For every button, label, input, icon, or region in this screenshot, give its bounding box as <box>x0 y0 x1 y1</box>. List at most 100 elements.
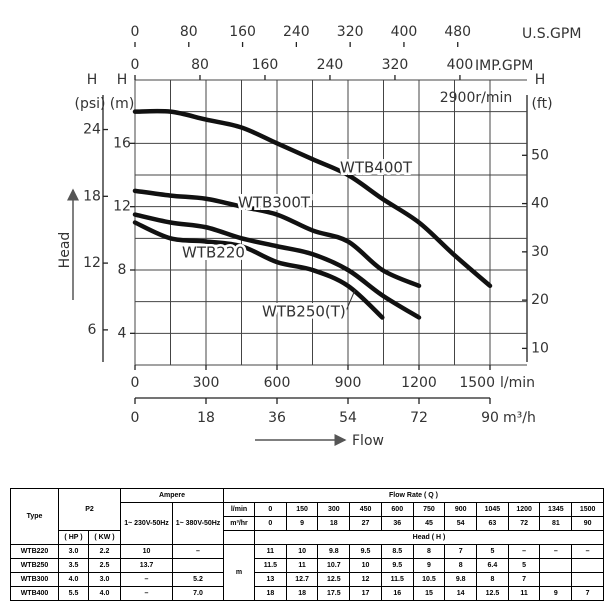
series-label: WTB300T <box>238 194 311 212</box>
grid <box>134 79 527 366</box>
table-cell: 5.5 <box>58 586 89 601</box>
m3h-tick-label: 18 <box>197 410 215 426</box>
header-cell: Flow Rate ( Q ) <box>223 488 604 503</box>
series-label: WTB220 <box>182 244 245 262</box>
ft-axis-top: H <box>535 72 546 88</box>
usgpm-tick-label: 400 <box>391 24 418 40</box>
header-cell: P2 <box>58 488 121 531</box>
table-cell: 900 <box>444 502 478 517</box>
table-cell: 1045 <box>476 502 509 517</box>
psi-tick-label: 12 <box>83 255 101 271</box>
table-cell: 16 <box>380 586 414 601</box>
table-cell: 5 <box>476 544 509 559</box>
table-cell: 11 <box>285 558 319 573</box>
table-cell: m <box>223 544 256 601</box>
table-cell: 7 <box>571 586 604 601</box>
header-cell: ( HP ) <box>58 530 89 545</box>
ft-axis-label: (ft) <box>531 96 552 112</box>
ft-tick-label: 50 <box>531 147 549 163</box>
table-cell: 3.5 <box>58 558 89 573</box>
y-tick-label: 8 <box>118 262 127 278</box>
impgpm-tick-label: 240 <box>317 57 344 73</box>
table-cell: 1500 <box>571 502 604 517</box>
table-cell: 2.2 <box>88 544 121 559</box>
series-label: WTB400T <box>340 159 413 177</box>
table-cell: 81 <box>539 516 573 531</box>
m3h-tick-label: 54 <box>339 410 357 426</box>
header-cell: 1~ 380V-50Hz <box>171 502 225 545</box>
table-cell: – <box>539 544 573 559</box>
psi-tick-label: 24 <box>83 122 101 138</box>
pump-curve <box>132 188 422 289</box>
table-cell: WTB400 <box>10 586 59 601</box>
data-table: Type P2 Ampere Flow Rate ( Q ) 1~ 230V-5… <box>10 488 604 601</box>
table-cell: – <box>571 544 604 559</box>
table-cell: 11.5 <box>380 572 414 587</box>
table-cell: 12.7 <box>285 572 319 587</box>
table-cell: WTB220 <box>10 544 59 559</box>
m3h-unit: m³/h <box>503 410 536 426</box>
table-cell: 9.5 <box>380 558 414 573</box>
table-cell: 8 <box>412 544 446 559</box>
m3h-tick-label: 90 <box>481 410 499 426</box>
table-cell <box>171 558 225 573</box>
header-cell: m³/hr <box>223 516 256 531</box>
table-cell: 0 <box>254 516 287 531</box>
table-cell: 11 <box>507 586 541 601</box>
pump-curve <box>132 212 422 320</box>
speed-label: 2900r/min <box>440 90 513 106</box>
table-cell: 9 <box>412 558 446 573</box>
table-cell <box>539 572 573 587</box>
impgpm-tick-label: 80 <box>191 57 209 73</box>
usgpm-tick-label: 0 <box>131 24 140 40</box>
table-cell: 10.5 <box>412 572 446 587</box>
table-cell: 9 <box>539 586 573 601</box>
table-cell: 63 <box>476 516 509 531</box>
table-cell: 18 <box>285 586 319 601</box>
header-cell: ( KW ) <box>88 530 121 545</box>
table-cell: 7.0 <box>171 586 225 601</box>
table-cell: 3.0 <box>88 572 121 587</box>
table-cell <box>571 558 604 573</box>
table-cell: 150 <box>285 502 319 517</box>
impgpm-tick-label: 160 <box>252 57 279 73</box>
table-cell: 7 <box>444 544 478 559</box>
psi-tick-label: 18 <box>83 188 101 204</box>
ft-tick-label: 30 <box>531 244 549 260</box>
chart: Head Flow U.S.GPM IMP.GPM l/min m³/h H (… <box>57 24 581 449</box>
header-cell <box>223 530 256 545</box>
psi-axis-top: H <box>87 72 98 88</box>
table-cell: 0 <box>254 502 287 517</box>
table-cell: 14 <box>444 586 478 601</box>
ft-tick-label: 20 <box>531 292 549 308</box>
table-cell: 10 <box>349 558 382 573</box>
table-cell: 54 <box>444 516 478 531</box>
header-cell: l/min <box>223 502 256 517</box>
ft-tick-label: 10 <box>531 340 549 356</box>
x-tick-label: 900 <box>335 375 362 391</box>
x-tick-label: 0 <box>131 375 140 391</box>
table-cell: 8 <box>444 558 478 573</box>
m3h-tick-label: 0 <box>131 410 140 426</box>
impgpm-unit: IMP.GPM <box>475 58 533 74</box>
psi-tick-label: 6 <box>88 322 97 338</box>
head-label: Head <box>57 232 73 269</box>
x-tick-label: 1200 <box>401 375 437 391</box>
table-cell: 5 <box>507 558 541 573</box>
table-cell: 4.0 <box>58 572 89 587</box>
impgpm-tick-label: 320 <box>382 57 409 73</box>
x-tick-label: 1500 <box>459 375 495 391</box>
table-cell: 8 <box>476 572 509 587</box>
table-row: ( HP ) ( KW ) Head ( H ) <box>11 530 604 545</box>
table-cell: 6.4 <box>476 558 509 573</box>
table-cell: 2.5 <box>88 558 121 573</box>
table-cell: 13.7 <box>120 558 173 573</box>
usgpm-tick-label: 240 <box>283 24 310 40</box>
table-cell: 10.7 <box>317 558 351 573</box>
table-cell: 9.8 <box>317 544 351 559</box>
table-cell: 90 <box>571 516 604 531</box>
table-row: WTB400 5.5 4.0–7.0 18 18 17.5 17 16 15 14 12.5 11 9 7 <box>10 586 604 601</box>
leader-line <box>342 289 356 319</box>
table-cell: 9 <box>285 516 319 531</box>
table-cell: 10 <box>285 544 319 559</box>
